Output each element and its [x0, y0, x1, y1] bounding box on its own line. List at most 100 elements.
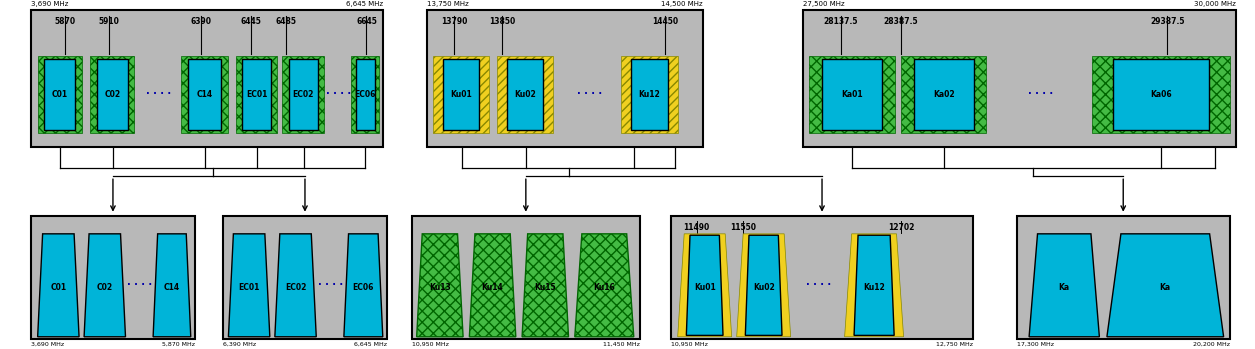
Bar — [97, 59, 128, 130]
Bar — [351, 56, 379, 133]
Polygon shape — [469, 234, 516, 337]
Bar — [242, 59, 271, 130]
Text: 11550: 11550 — [730, 223, 756, 232]
Text: 20,200 MHz: 20,200 MHz — [1194, 342, 1230, 347]
Text: 27,500 MHz: 27,500 MHz — [803, 1, 845, 7]
Text: EC02: EC02 — [285, 283, 306, 292]
Polygon shape — [153, 234, 191, 337]
Text: 11490: 11490 — [684, 223, 709, 232]
Bar — [412, 216, 640, 339]
Text: 14450: 14450 — [653, 17, 678, 27]
Text: Ka06: Ka06 — [1150, 90, 1172, 99]
Text: Ku01: Ku01 — [694, 283, 715, 292]
Text: · · · ·: · · · · — [576, 89, 602, 99]
Text: 17,300 MHz: 17,300 MHz — [1017, 342, 1053, 347]
Text: Ku02: Ku02 — [515, 90, 536, 99]
Bar — [1112, 59, 1209, 130]
Text: 28387.5: 28387.5 — [884, 17, 919, 27]
Bar — [355, 59, 375, 130]
Text: Ku01: Ku01 — [451, 90, 472, 99]
Bar — [901, 56, 986, 133]
Text: EC02: EC02 — [292, 90, 314, 99]
Bar — [31, 216, 195, 339]
Text: 13790: 13790 — [441, 17, 468, 27]
Polygon shape — [686, 235, 723, 335]
Text: EC06: EC06 — [354, 90, 376, 99]
Text: 6,645 MHz: 6,645 MHz — [345, 1, 383, 7]
Text: · · · ·: · · · · — [318, 280, 344, 290]
Text: 30,000 MHz: 30,000 MHz — [1195, 1, 1236, 7]
Polygon shape — [84, 234, 126, 337]
Bar — [282, 56, 324, 133]
Bar — [497, 56, 553, 133]
Bar — [1092, 56, 1230, 133]
Bar — [289, 59, 318, 130]
Text: 5910: 5910 — [99, 17, 119, 27]
Text: C01: C01 — [51, 90, 68, 99]
Bar — [181, 56, 228, 133]
Text: 28137.5: 28137.5 — [823, 17, 858, 27]
Text: 5870: 5870 — [55, 17, 75, 27]
Polygon shape — [1107, 234, 1224, 337]
Text: · · · ·: · · · · — [1028, 89, 1053, 99]
Text: 10,950 MHz: 10,950 MHz — [412, 342, 448, 347]
Polygon shape — [275, 234, 316, 337]
Bar — [803, 10, 1236, 147]
Text: C02: C02 — [97, 283, 113, 292]
Text: Ku12: Ku12 — [863, 283, 885, 292]
Text: Ka: Ka — [1059, 283, 1069, 292]
Text: C14: C14 — [164, 283, 179, 292]
Polygon shape — [745, 235, 782, 335]
Text: 3,690 MHz: 3,690 MHz — [31, 1, 69, 7]
Text: 6645: 6645 — [356, 17, 376, 27]
Text: 5,870 MHz: 5,870 MHz — [162, 342, 195, 347]
Text: C02: C02 — [104, 90, 120, 99]
Text: 6,645 MHz: 6,645 MHz — [354, 342, 387, 347]
Text: · · · ·: · · · · — [146, 89, 171, 99]
Bar — [671, 216, 973, 339]
Text: 12,750 MHz: 12,750 MHz — [936, 342, 973, 347]
Bar — [631, 59, 668, 130]
Text: 11,450 MHz: 11,450 MHz — [604, 342, 640, 347]
Polygon shape — [678, 234, 732, 337]
Bar — [427, 10, 703, 147]
Text: Ka02: Ka02 — [932, 90, 955, 99]
Text: Ku14: Ku14 — [482, 283, 503, 292]
Text: Ka: Ka — [1160, 283, 1171, 292]
Bar — [38, 56, 82, 133]
Text: EC01: EC01 — [238, 283, 260, 292]
Polygon shape — [417, 234, 463, 337]
Text: EC06: EC06 — [353, 283, 374, 292]
Polygon shape — [1029, 234, 1099, 337]
Bar — [1017, 216, 1230, 339]
Text: 6445: 6445 — [241, 17, 261, 27]
Polygon shape — [575, 234, 634, 337]
Text: · · · ·: · · · · — [127, 280, 153, 290]
Bar — [443, 59, 479, 130]
Text: Ku16: Ku16 — [594, 283, 615, 292]
Bar — [223, 216, 387, 339]
Text: Ku12: Ku12 — [639, 90, 660, 99]
Text: · · · ·: · · · · — [325, 89, 351, 99]
Polygon shape — [228, 234, 270, 337]
Polygon shape — [522, 234, 569, 337]
Text: 12702: 12702 — [887, 223, 915, 232]
Bar — [621, 56, 678, 133]
Polygon shape — [38, 234, 79, 337]
Text: 29387.5: 29387.5 — [1150, 17, 1185, 27]
Text: · · · ·: · · · · — [806, 280, 831, 290]
Bar — [822, 59, 882, 130]
Polygon shape — [845, 234, 904, 337]
Text: EC01: EC01 — [246, 90, 267, 99]
Text: 6390: 6390 — [191, 17, 211, 27]
Bar — [236, 56, 277, 133]
Bar — [507, 59, 543, 130]
Text: 13,750 MHz: 13,750 MHz — [427, 1, 468, 7]
Text: Ku13: Ku13 — [429, 283, 451, 292]
Text: 13850: 13850 — [489, 17, 515, 27]
Bar — [914, 59, 974, 130]
Bar — [188, 59, 221, 130]
Text: C14: C14 — [197, 90, 212, 99]
Text: Ku15: Ku15 — [535, 283, 556, 292]
Text: 3,690 MHz: 3,690 MHz — [31, 342, 64, 347]
